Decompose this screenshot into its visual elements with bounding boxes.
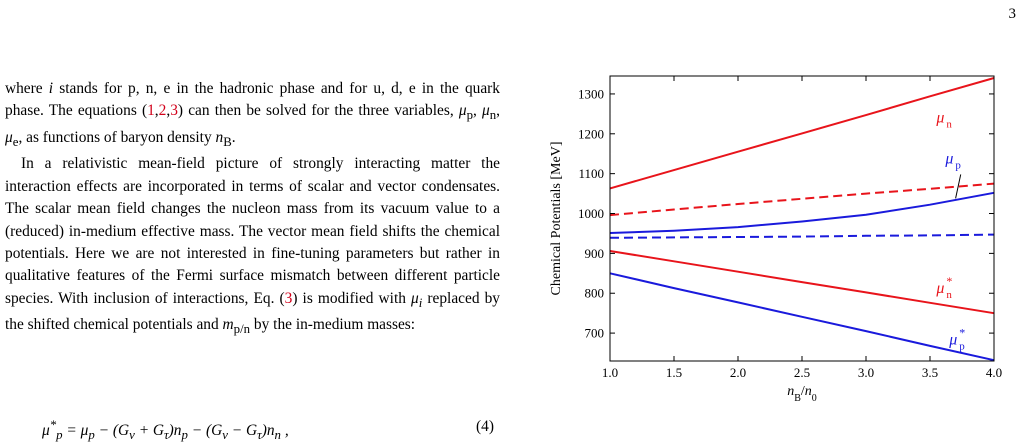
annotation-label: μ n* [935,274,952,301]
x-tick-label: 4.0 [986,365,1002,380]
chart-svg: 1.0 1.5 2.0 2.5 3.0 3.5 4.0 700 800 900 1000 1100 12… [549,75,1002,404]
x-axis-label: nB/n0 [787,384,817,404]
y-tick-label: 1000 [578,206,604,221]
annotation-label: μ p* [948,325,965,352]
page-number: 3 [1008,6,1017,22]
y-tick-label: 1300 [578,86,604,101]
series-line-4 [609,233,995,239]
x-tick-label: 3.5 [922,365,938,380]
y-tick-label: 1100 [578,166,604,181]
x-tick-label: 3.0 [858,365,874,380]
y-tick-label: 800 [585,286,605,301]
paragraph-1: where i stands for p, n, e in the hadron… [5,80,500,149]
body-text: where i stands for p, n, e in the hadron… [5,78,500,341]
x-tick-label: 2.5 [794,365,810,380]
series-line-6 [609,272,995,362]
equation-body: μ*p = μp − (Gv + Gτ)np − (Gv − Gτ)nn , [42,418,289,443]
x-tick-label: 1.0 [602,365,618,380]
paragraph-2: In a relativistic mean-field picture of … [5,155,500,337]
y-axis-label: Chemical Potentials [MeV] [549,142,564,296]
equation-number: (4) [476,418,494,435]
x-tick-label: 1.5 [666,365,682,380]
y-tick-label: 1200 [578,126,604,141]
series-line-5 [609,250,995,315]
annotations: μ n μ p μ n* μ p* [935,110,965,353]
axis-ticks: 1.0 1.5 2.0 2.5 3.0 3.5 4.0 700 800 900 1000 1100 12… [578,76,1002,380]
series-line-2 [609,182,995,217]
series-line-3 [609,191,995,234]
chemical-potential-figure: 1.0 1.5 2.0 2.5 3.0 3.5 4.0 700 800 900 1000 1100 12… [540,58,1010,413]
y-tick-label: 700 [585,326,605,341]
equation-4: μ*p = μp − (Gv + Gτ)np − (Gv − Gτ)nn , (… [42,418,494,443]
annotation-pointer [955,174,962,199]
series-lines [609,77,995,362]
series-line-1 [609,77,995,190]
x-tick-label: 2.0 [730,365,746,380]
y-tick-label: 900 [585,246,605,261]
